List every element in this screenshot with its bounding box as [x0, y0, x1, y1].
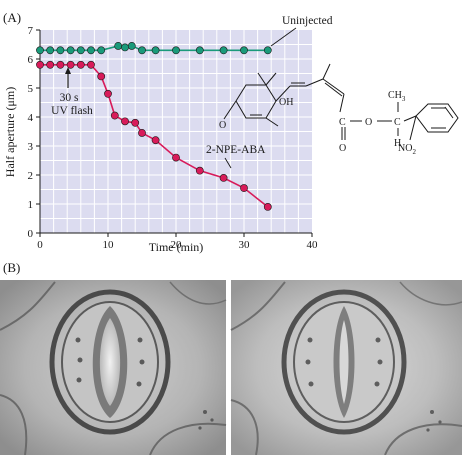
chem-c-carbonyl: C	[339, 117, 346, 128]
data-point	[263, 46, 272, 55]
data-point	[195, 166, 204, 175]
data-point	[172, 153, 180, 162]
data-point	[76, 46, 85, 55]
y-tick-label: 1	[28, 199, 34, 211]
chem-o-carbonyl: O	[339, 143, 346, 154]
data-point	[66, 46, 75, 55]
data-point	[97, 46, 106, 55]
data-point	[263, 202, 272, 211]
panel-b-label: (B)	[3, 260, 20, 275]
y-tick-label: 7	[28, 25, 34, 37]
chem-c-alpha: C	[394, 117, 401, 128]
data-point	[219, 173, 228, 182]
x-tick-labels: 0 10 20 30 40	[37, 239, 318, 251]
data-point	[97, 72, 106, 81]
npe-aba-label: 2-NPE-ABA	[206, 144, 266, 156]
x-tick-label: 10	[103, 239, 115, 251]
chemical-labels: OH O C O O C CH3 H NO2	[219, 90, 416, 156]
data-point	[114, 42, 123, 50]
chem-oh: OH	[279, 97, 293, 108]
y-tick-label: 6	[28, 54, 34, 66]
x-tick-label: 40	[307, 239, 319, 251]
data-point	[195, 46, 204, 55]
x-tick-label: 20	[171, 239, 183, 251]
x-tick-label: 30	[239, 239, 251, 251]
npe-aba-leader	[224, 157, 232, 169]
data-point	[56, 46, 65, 55]
data-point	[87, 60, 95, 69]
data-point	[36, 46, 44, 55]
uninjected-label: Uninjected	[282, 15, 333, 27]
panel-a-label: (A)	[3, 10, 21, 25]
data-point	[138, 129, 146, 137]
y-axis-title: Half aperture (μm)	[3, 87, 17, 177]
data-point	[121, 43, 129, 52]
axes	[36, 29, 313, 237]
gridlines	[40, 30, 312, 233]
data-point	[240, 184, 248, 192]
x-axis-title: Time (min)	[149, 240, 204, 254]
data-point	[87, 46, 95, 55]
y-tick-labels: 0 1 2 3 4 5 6 7	[28, 25, 34, 240]
series-group	[36, 42, 272, 211]
x-tick-label: 0	[37, 239, 43, 251]
data-point	[131, 118, 140, 127]
chem-o-ester: O	[365, 117, 372, 128]
data-point	[138, 46, 146, 55]
data-point	[56, 60, 65, 69]
data-point	[151, 46, 160, 55]
data-point	[219, 46, 228, 55]
chem-h: H	[394, 138, 401, 149]
data-point	[104, 89, 112, 98]
y-tick-label: 5	[28, 83, 34, 95]
data-point	[36, 60, 44, 69]
chem-o-ketone: O	[219, 120, 226, 131]
uv-flash-line1: 30 s	[60, 92, 79, 104]
data-point	[172, 46, 180, 55]
chem-ch3: CH3	[388, 90, 406, 103]
chem-no2: NO2	[398, 143, 416, 156]
data-point	[46, 46, 55, 55]
micrograph-right	[230, 280, 462, 455]
micrograph-left	[0, 280, 227, 455]
uv-flash-line2: UV flash	[51, 105, 93, 117]
uninjected-leader	[270, 27, 297, 47]
data-point	[66, 60, 75, 69]
series-npe-aba	[36, 60, 272, 211]
y-tick-label: 0	[28, 228, 34, 240]
data-point	[151, 136, 160, 145]
y-tick-label: 3	[28, 141, 34, 153]
data-point	[240, 46, 248, 55]
y-tick-label: 2	[28, 170, 34, 182]
data-point	[121, 117, 129, 126]
chemical-structure	[223, 63, 459, 141]
y-tick-label: 4	[28, 112, 34, 124]
data-point	[46, 60, 55, 69]
arrow-up-icon	[65, 67, 71, 88]
data-point	[110, 111, 119, 120]
chart: 0 10 20 30 40 0 1 2 3 4 5 6 7 Time (min) Half apert…	[3, 15, 333, 254]
series-uninjected	[36, 42, 272, 55]
data-point	[127, 42, 136, 50]
data-point	[76, 60, 85, 69]
